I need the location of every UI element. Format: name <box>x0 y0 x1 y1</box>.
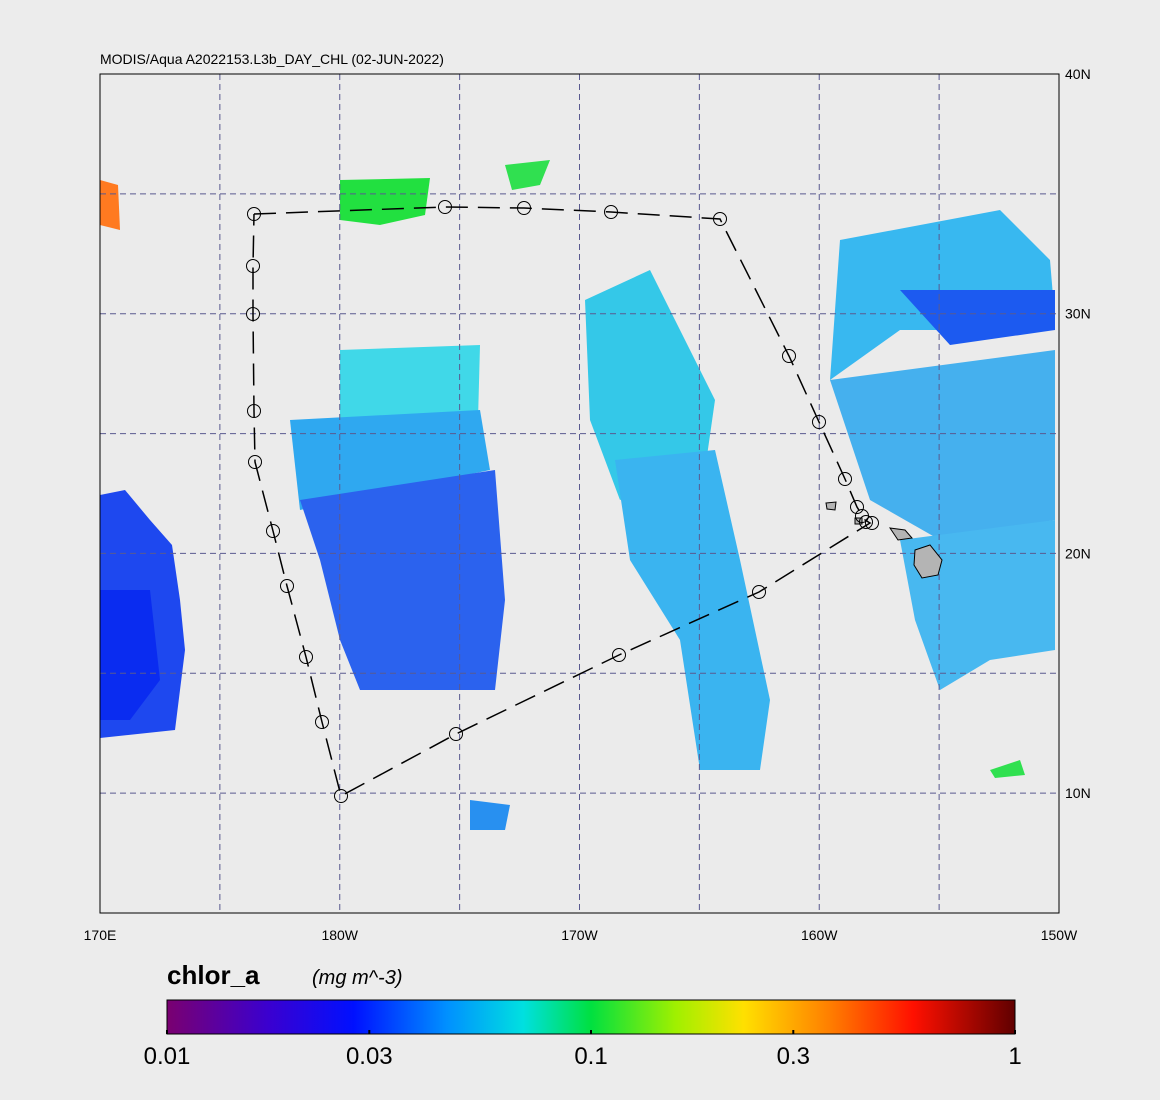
swath <box>340 178 430 225</box>
colorbar <box>166 999 1016 1035</box>
x-tick-label: 180W <box>321 927 358 943</box>
map-title: MODIS/Aqua A2022153.L3b_DAY_CHL (02-JUN-… <box>100 51 444 67</box>
island <box>825 501 837 511</box>
swath <box>585 270 715 500</box>
track-line <box>252 206 872 798</box>
swath <box>300 470 505 690</box>
map-frame <box>99 73 1060 914</box>
waypoints <box>246 200 879 803</box>
colorbar-tick-label: 0.01 <box>144 1043 191 1070</box>
swath <box>100 180 120 230</box>
y-tick-label: 30N <box>1065 306 1091 322</box>
swath <box>470 800 510 830</box>
colorbar-variable: chlor_a <box>167 960 260 990</box>
swath <box>340 345 480 430</box>
x-tick-label: 150W <box>1041 927 1078 943</box>
cruise-track <box>246 200 879 803</box>
colorbar-units: (mg m^-3) <box>312 967 403 989</box>
swath <box>100 590 160 720</box>
y-tick-label: 20N <box>1065 545 1091 561</box>
swath <box>505 160 550 190</box>
colorbar-tick-label: 0.3 <box>777 1043 810 1070</box>
colorbar-tick-label: 1 <box>1008 1043 1021 1070</box>
x-tick-label: 160W <box>801 927 838 943</box>
colorbar-tick-label: 0.1 <box>574 1043 607 1070</box>
colorbar-tick-label: 0.03 <box>346 1043 393 1070</box>
y-tick-label: 40N <box>1065 66 1091 82</box>
y-tick-label: 10N <box>1065 785 1091 801</box>
x-tick-label: 170W <box>561 927 598 943</box>
island <box>888 527 913 541</box>
island <box>913 544 943 579</box>
swath <box>900 290 1055 345</box>
swath <box>990 760 1025 778</box>
x-tick-label: 170E <box>84 927 117 943</box>
map-area <box>99 73 1060 914</box>
swath <box>615 450 770 770</box>
swath <box>830 350 1055 540</box>
